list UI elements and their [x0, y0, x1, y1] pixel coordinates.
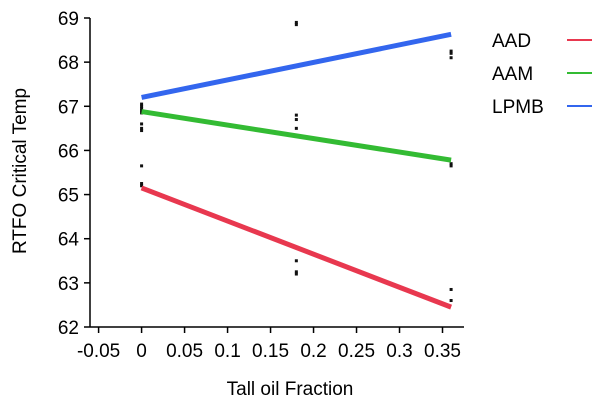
y-tick-label: 63 [58, 274, 79, 295]
x-tick-label: 0.2 [300, 341, 326, 362]
x-tick-label: 0.1 [214, 341, 240, 362]
data-point [294, 23, 298, 27]
data-point [449, 299, 453, 303]
legend-label: LPMB [492, 97, 544, 118]
x-tick-label: 0 [136, 341, 147, 362]
legend-label: AAM [492, 64, 533, 85]
y-axis: 62 63 64 65 66 67 68 69 [58, 9, 90, 339]
y-tick-label: 67 [58, 97, 79, 118]
data-point [294, 113, 298, 117]
data-point [449, 164, 453, 168]
data-point [294, 126, 298, 130]
x-tick-label: 0.35 [424, 341, 461, 362]
legend: AAD AAM LPMB [492, 31, 592, 118]
y-tick-label: 69 [58, 9, 79, 30]
data-point [140, 164, 144, 168]
x-tick-label: -0.05 [77, 341, 120, 362]
y-axis-title: RTFO Critical Temp [10, 88, 31, 254]
y-tick-label: 64 [58, 230, 80, 251]
y-tick-label: 65 [58, 186, 79, 207]
x-tick-label: 0.3 [386, 341, 412, 362]
legend-label: AAD [492, 31, 531, 52]
data-point [449, 49, 453, 53]
data-point [140, 104, 144, 108]
data-point [140, 182, 144, 186]
data-point [449, 56, 453, 60]
x-tick-label: 0.25 [338, 341, 375, 362]
data-point [140, 102, 144, 106]
data-points [140, 20, 453, 303]
data-point [140, 106, 144, 110]
data-point [140, 184, 144, 188]
data-point [140, 109, 144, 113]
series-line-aad [140, 185, 453, 310]
data-point [294, 259, 298, 263]
data-point [449, 162, 453, 166]
y-tick-label: 68 [58, 53, 79, 74]
data-point [294, 20, 298, 24]
series-line-aam [141, 109, 452, 163]
data-point [449, 287, 453, 291]
x-tick-label: 0.15 [252, 341, 289, 362]
data-point [294, 270, 298, 274]
y-tick-label: 66 [58, 141, 79, 162]
data-point [294, 118, 298, 122]
x-tick-label: 0.05 [166, 341, 203, 362]
x-axis: -0.05 0 0.05 0.1 0.15 0.2 0.25 0.3 0.35 [77, 327, 461, 362]
y-tick-label: 62 [58, 318, 79, 339]
data-point [294, 272, 298, 276]
plot-area [89, 18, 464, 328]
series-lines [140, 31, 453, 310]
data-point [140, 129, 144, 133]
x-axis-title: Tall oil Fraction [227, 379, 354, 400]
data-point [449, 51, 453, 55]
data-point [140, 126, 144, 130]
data-point [140, 122, 144, 126]
series-line-lpmb [141, 31, 452, 100]
